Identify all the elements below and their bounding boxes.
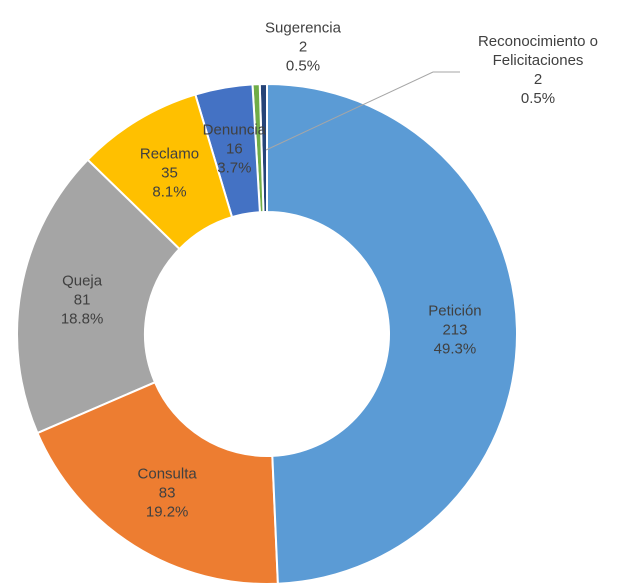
value-label: 83 xyxy=(158,484,176,502)
value-label: 16 xyxy=(225,140,243,158)
data-label: Reconocimiento o Felicitaciones 2 0.5% xyxy=(453,32,623,108)
percent-label: 0.5% xyxy=(285,57,321,75)
percent-label: 49.3% xyxy=(433,340,477,358)
value-label: 213 xyxy=(442,321,468,339)
slice xyxy=(266,82,518,584)
slice xyxy=(36,381,279,584)
data-label: Petición 213 49.3% xyxy=(428,301,481,358)
percent-label: 0.5% xyxy=(520,90,556,107)
slice xyxy=(86,93,234,251)
category-label: Reconocimiento o Felicitaciones xyxy=(477,33,599,69)
value-label: 2 xyxy=(298,38,308,56)
percent-label: 18.8% xyxy=(60,310,104,328)
data-label: Consulta 83 19.2% xyxy=(138,465,197,522)
value-label: 35 xyxy=(161,164,178,182)
data-label: Reclamo 35 8.1% xyxy=(140,145,199,202)
category-label: Denuncia xyxy=(202,121,267,139)
slice xyxy=(16,158,181,435)
data-label: Denuncia 16 3.7% xyxy=(203,120,266,177)
percent-label: 8.1% xyxy=(152,183,187,201)
data-label: Sugerencia 2 0.5% xyxy=(265,19,341,76)
percent-label: 19.2% xyxy=(145,503,189,521)
category-label: Reclamo xyxy=(139,145,200,163)
percent-label: 3.7% xyxy=(217,159,252,177)
data-label: Queja 81 18.8% xyxy=(61,272,104,329)
value-label: 2 xyxy=(533,71,543,88)
value-label: 81 xyxy=(73,291,91,309)
slice xyxy=(194,83,261,219)
category-label: Consulta xyxy=(137,465,197,483)
leader-line xyxy=(265,71,460,151)
category-label: Queja xyxy=(62,272,103,290)
category-label: Sugerencia xyxy=(265,19,341,37)
category-label: Petición xyxy=(428,302,482,320)
